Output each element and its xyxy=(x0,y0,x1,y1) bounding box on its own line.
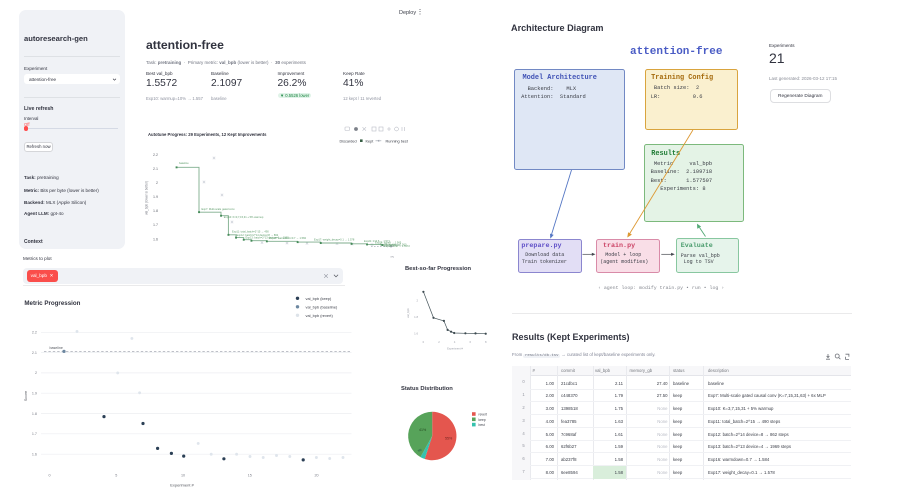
svg-text:2: 2 xyxy=(416,299,418,303)
svg-text:Discarded: Discarded xyxy=(340,140,357,144)
svg-text:Exp21: lr=0.6 → 1.571: Exp21: lr=0.6 → 1.571 xyxy=(364,239,390,243)
svg-text:best: best xyxy=(479,423,485,427)
svg-text:5: 5 xyxy=(115,474,117,478)
svg-text:Exp17: weight_decay=0.1 → 1.57: Exp17: weight_decay=0.1 → 1.578 xyxy=(314,238,355,242)
svg-text:val_bpb (lower is better): val_bpb (lower is better) xyxy=(145,181,149,215)
svg-text:1.8: 1.8 xyxy=(153,209,158,213)
svg-text:val_bpb (baseline): val_bpb (baseline) xyxy=(306,304,338,309)
svg-text:Running best: Running best xyxy=(386,140,409,144)
svg-text:Exp13: batch=2^13 device=4 → 1: Exp13: batch=2^13 device=4 → 1969 xyxy=(246,236,290,240)
svg-text:8: 8 xyxy=(485,340,487,344)
svg-text:Experiment #: Experiment # xyxy=(170,483,194,488)
svg-text:2.1: 2.1 xyxy=(32,351,37,355)
svg-text:Exp7: Multi-scale gated conv: Exp7: Multi-scale gated conv xyxy=(202,207,236,211)
svg-text:1.8: 1.8 xyxy=(32,412,37,416)
svg-text:2.1: 2.1 xyxy=(153,167,158,171)
svg-text:baseline: baseline xyxy=(50,346,63,350)
svg-text:1.7: 1.7 xyxy=(32,432,37,436)
svg-text:0: 0 xyxy=(423,340,425,344)
svg-text:25: 25 xyxy=(390,255,394,258)
svg-text:41%: 41% xyxy=(419,428,427,432)
svg-text:10: 10 xyxy=(181,474,185,478)
svg-text:keep: keep xyxy=(479,418,486,422)
svg-text:6: 6 xyxy=(469,340,471,344)
svg-text:2.2: 2.2 xyxy=(32,331,37,335)
svg-text:Exp12: batch=2^14 device=8 → 8: Exp12: batch=2^14 device=8 → 862 xyxy=(237,233,279,237)
svg-text:1.7: 1.7 xyxy=(153,223,158,227)
svg-text:val_bpb (revert): val_bpb (revert) xyxy=(306,313,334,318)
svg-text:Exp10: K=3,7,15,31 + 5% warmup: Exp10: K=3,7,15,31 + 5% warmup xyxy=(224,215,264,219)
svg-text:20: 20 xyxy=(314,474,318,478)
svg-text:2: 2 xyxy=(156,181,158,185)
svg-text:2: 2 xyxy=(35,371,37,375)
svg-text:Exp24: sched → 1.565: Exp24: sched → 1.565 xyxy=(375,241,402,245)
svg-text:4: 4 xyxy=(454,340,456,344)
svg-text:1.8: 1.8 xyxy=(414,315,418,319)
svg-text:Exp16: warmdown=0.7 → 1.584: Exp16: warmdown=0.7 → 1.584 xyxy=(269,236,307,240)
svg-text:1.9: 1.9 xyxy=(153,195,158,199)
svg-text:Exp28: tune → 1.5572: Exp28: tune → 1.5572 xyxy=(384,244,410,248)
svg-text:0: 0 xyxy=(48,474,50,478)
svg-text:2: 2 xyxy=(438,340,440,344)
svg-text:baseline: baseline xyxy=(179,161,189,165)
svg-text:55%: 55% xyxy=(445,437,453,441)
svg-text:Kept: Kept xyxy=(366,140,375,144)
svg-text:revert: revert xyxy=(479,413,488,417)
svg-text:Score: Score xyxy=(23,390,28,401)
svg-text:2.2: 2.2 xyxy=(153,153,158,157)
svg-text:1.6: 1.6 xyxy=(414,332,418,336)
svg-text:val_bpb: val_bpb xyxy=(406,308,410,318)
svg-text:1.6: 1.6 xyxy=(32,453,37,457)
svg-text:1.9: 1.9 xyxy=(32,392,37,396)
svg-text:15: 15 xyxy=(248,474,252,478)
svg-text:Experiment #: Experiment # xyxy=(447,347,463,351)
svg-text:3%: 3% xyxy=(417,447,423,453)
svg-text:Exp11: total_batch=2^15 → 490: Exp11: total_batch=2^15 → 490 xyxy=(232,229,269,233)
svg-text:Exp26: heads → 1.560: Exp26: heads → 1.560 xyxy=(380,242,407,246)
svg-text:1.6: 1.6 xyxy=(153,237,158,241)
svg-text:val_bpb (keep): val_bpb (keep) xyxy=(306,296,332,301)
